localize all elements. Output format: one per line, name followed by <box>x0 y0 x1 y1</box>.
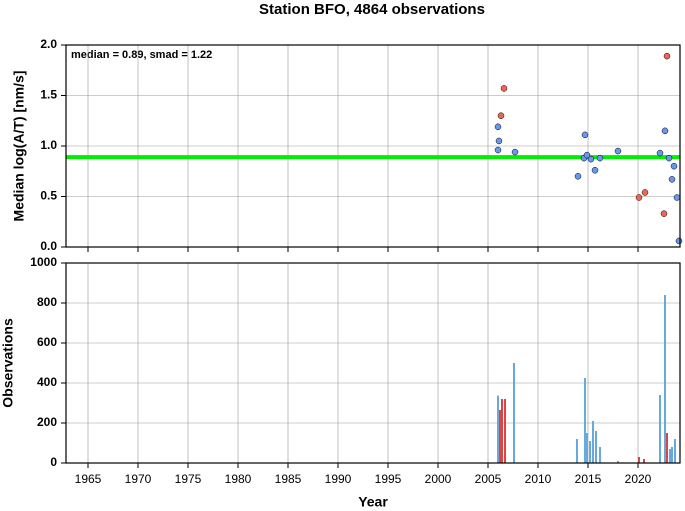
plot-frame <box>65 44 681 248</box>
y-tick-label: 400 <box>37 375 57 389</box>
point <box>581 131 589 139</box>
bar <box>504 399 506 463</box>
point <box>673 194 681 201</box>
point <box>641 189 649 196</box>
point <box>587 155 595 163</box>
bar <box>576 439 578 463</box>
point <box>596 154 604 162</box>
bar <box>586 433 588 463</box>
point <box>494 146 502 154</box>
point <box>635 194 643 201</box>
x-tick-label: 2015 <box>575 472 602 486</box>
bar <box>501 399 503 463</box>
bar <box>671 447 673 463</box>
bar <box>592 421 594 463</box>
point <box>670 162 678 170</box>
bar <box>638 457 640 463</box>
bar <box>584 378 586 463</box>
y-tick-label: 0 <box>50 455 57 469</box>
x-tick-label: 1965 <box>75 472 102 486</box>
x-axis-label: Year <box>358 494 388 510</box>
y-tick-label: 2.0 <box>40 37 57 51</box>
plot-frame <box>65 262 681 464</box>
bar <box>599 447 601 463</box>
x-tick-label: 2000 <box>425 472 452 486</box>
y-axis-label: Median log(A/T) [nm/s] <box>11 71 27 222</box>
y-tick-label: 200 <box>37 415 57 429</box>
point <box>500 85 508 92</box>
bar <box>664 295 666 463</box>
bar <box>666 433 668 463</box>
bar <box>513 363 515 463</box>
bar <box>595 431 597 463</box>
y-tick-label: 1.0 <box>40 138 57 152</box>
bar <box>617 461 619 463</box>
x-tick-label: 1975 <box>175 472 202 486</box>
y-tick-label: 1000 <box>30 255 57 269</box>
bar <box>497 395 499 463</box>
point <box>668 176 676 183</box>
x-tick-label: 1990 <box>325 472 352 486</box>
annotation: median = 0.89, smad = 1.22 <box>71 49 212 61</box>
point <box>661 127 669 135</box>
bar <box>643 459 645 463</box>
y-tick-label: 0.5 <box>40 189 57 203</box>
point <box>665 154 673 162</box>
x-tick-label: 1985 <box>275 472 302 486</box>
point <box>591 166 599 174</box>
y-axis-label: Observations <box>0 318 16 408</box>
point <box>497 112 505 119</box>
point <box>583 151 591 159</box>
point <box>656 149 664 157</box>
x-tick-label: 2020 <box>625 472 652 486</box>
bar <box>659 395 661 463</box>
point <box>574 173 582 180</box>
bar <box>499 410 501 463</box>
point <box>660 210 668 217</box>
point <box>675 237 683 245</box>
bar <box>669 449 671 463</box>
x-tick-label: 1970 <box>125 472 152 486</box>
bar <box>589 441 591 463</box>
chart-title: Station BFO, 4864 observations <box>259 1 485 18</box>
x-tick-label: 2005 <box>475 472 502 486</box>
x-tick-label: 1995 <box>375 472 402 486</box>
point <box>511 148 519 156</box>
x-tick-label: 2010 <box>525 472 552 486</box>
y-tick-label: 0.0 <box>40 239 57 253</box>
point <box>495 137 503 145</box>
y-tick-label: 800 <box>37 295 57 309</box>
x-tick-label: 1980 <box>225 472 252 486</box>
y-tick-label: 1.5 <box>40 88 57 102</box>
bar <box>674 439 676 463</box>
y-tick-label: 600 <box>37 335 57 349</box>
point <box>663 52 671 60</box>
point <box>614 147 622 155</box>
point <box>494 123 502 131</box>
